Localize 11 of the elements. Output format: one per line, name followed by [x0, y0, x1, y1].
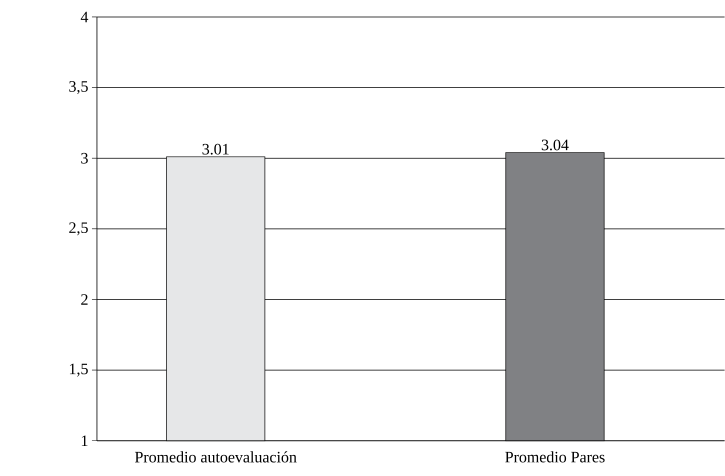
y-tick-label: 4	[80, 12, 88, 22]
y-tick-label: 2,5	[69, 222, 88, 236]
y-tick-label: 2	[81, 294, 88, 305]
y-tick-label: 3,5	[69, 81, 88, 94]
x-tick-label: Promedio autoevaluación	[134, 451, 297, 463]
y-tick-label: 3	[81, 153, 88, 164]
data-label: 3.04	[542, 140, 569, 151]
y-tick-label: 1	[82, 436, 88, 446]
y-tick-label: 1,5	[70, 364, 88, 377]
data-label: 3.01	[202, 144, 229, 155]
x-tick-label: Promedio Pares	[505, 451, 605, 463]
